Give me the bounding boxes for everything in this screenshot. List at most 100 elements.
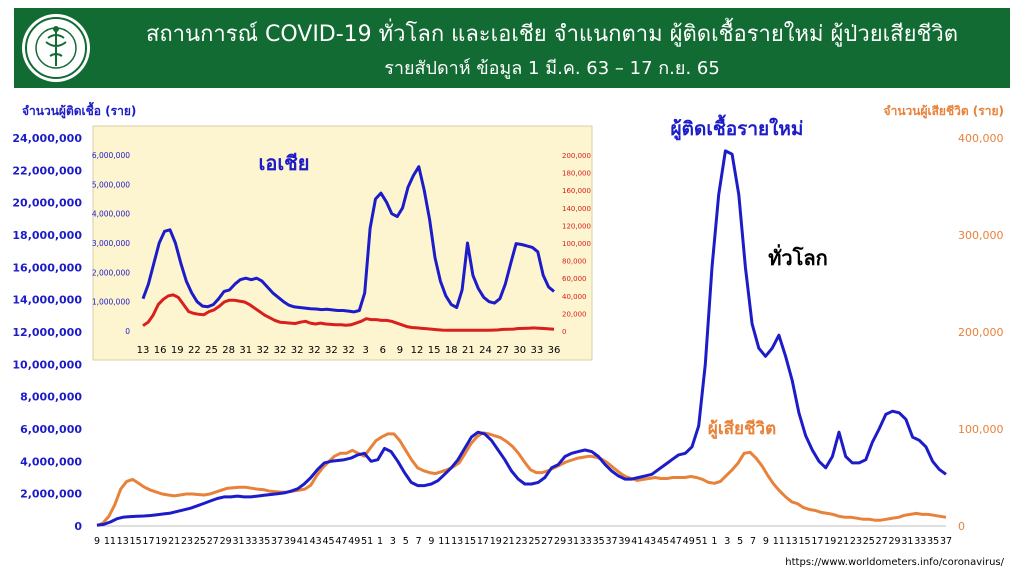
x-tick-label: 29 — [554, 536, 566, 547]
x-tick-label: 33 — [580, 536, 592, 547]
left-axis-label: จำนวนผู้ติดเชื้อ (ราย) — [22, 101, 136, 119]
y-left-tick-label: 8,000,000 — [20, 391, 82, 404]
world-annotation: ทั่วโลก — [768, 243, 828, 270]
x-tick-label: 3 — [724, 536, 730, 547]
x-tick-label: 15 — [464, 536, 476, 547]
asia-y-right-tick-label: 120,000 — [562, 222, 591, 230]
y-left-tick-label: 24,000,000 — [12, 132, 82, 145]
y-left-tick-label: 22,000,000 — [12, 164, 82, 177]
x-tick-label: 35 — [593, 536, 605, 547]
x-tick-label: 29 — [888, 536, 900, 547]
x-tick-label: 37 — [271, 536, 283, 547]
x-tick-label: 49 — [348, 536, 360, 547]
x-tick-label: 47 — [335, 536, 347, 547]
asia-x-tick-label: 18 — [445, 345, 458, 356]
x-tick-label: 31 — [901, 536, 913, 547]
x-tick-label: 49 — [683, 536, 695, 547]
y-right-tick-label: 100,000 — [958, 423, 1004, 436]
asia-y-right-tick-label: 20,000 — [562, 310, 587, 318]
source-url: https://www.worldometers.info/coronaviru… — [785, 557, 1004, 568]
x-tick-label: 13 — [786, 536, 798, 547]
x-tick-label: 47 — [670, 536, 682, 547]
x-tick-label: 1 — [377, 536, 383, 547]
page-title: สถานการณ์ COVID-19 ทั่วโลก และเอเชีย จำแ… — [145, 22, 959, 47]
asia-y-left-tick-label: 3,000,000 — [92, 239, 130, 248]
asia-y-right-tick-label: 140,000 — [562, 205, 591, 213]
x-tick-label: 43 — [644, 536, 656, 547]
x-tick-label: 23 — [515, 536, 527, 547]
asia-cases-line — [141, 165, 555, 314]
x-tick-label: 31 — [232, 536, 244, 547]
world-cases-line — [96, 149, 947, 527]
x-tick-label: 21 — [837, 536, 849, 547]
asia-x-tick-label: 24 — [479, 345, 492, 356]
asia-y-right-tick-label: 60,000 — [562, 275, 587, 283]
x-tick-label: 21 — [503, 536, 515, 547]
y-left-tick-label: 20,000,000 — [12, 197, 82, 210]
asia-annotation: เอเชีย — [259, 151, 310, 175]
y-left-tick-label: 0 — [74, 520, 82, 533]
x-tick-label: 29 — [220, 536, 232, 547]
x-tick-label: 35 — [927, 536, 939, 547]
asia-x-tick-label: 22 — [188, 345, 201, 356]
header-banner: สถานการณ์ COVID-19 ทั่วโลก และเอเชีย จำแ… — [14, 8, 1010, 88]
asia-x-tick-label: 27 — [496, 345, 509, 356]
x-tick-label: 21 — [168, 536, 180, 547]
y-left-tick-label: 4,000,000 — [20, 455, 82, 468]
x-tick-label: 3 — [390, 536, 396, 547]
asia-x-tick-label: 32 — [308, 345, 321, 356]
asia-chart: 6,000,000 5,000,000 4,000,000 3,000,000 2,00… — [92, 151, 591, 356]
asia-x-tick-label: 31 — [239, 345, 252, 356]
x-tick-label: 39 — [284, 536, 296, 547]
x-tick-label: 9 — [428, 536, 434, 547]
asia-x-tick-label: 13 — [137, 345, 150, 356]
x-tick-label: 11 — [104, 536, 116, 547]
x-tick-label: 23 — [850, 536, 862, 547]
page-subtitle: รายสัปดาห์ ข้อมูล 1 มี.ค. 63 – 17 ก.ย. 6… — [384, 58, 720, 79]
x-tick-label: 7 — [416, 536, 422, 547]
asia-y-left-tick-label: 1,000,000 — [92, 298, 130, 307]
y-left-tick-label: 6,000,000 — [20, 423, 82, 436]
asia-x-tick-label: 32 — [342, 345, 355, 356]
x-tick-label: 43 — [310, 536, 322, 547]
asia-x-tick-label: 30 — [513, 345, 526, 356]
asia-x-tick-label: 25 — [205, 345, 218, 356]
x-tick-label: 27 — [541, 536, 553, 547]
asia-x-tick-label: 6 — [380, 345, 386, 356]
x-tick-label: 33 — [245, 536, 257, 547]
ministry-seal-icon — [22, 14, 90, 82]
x-tick-label: 11 — [773, 536, 785, 547]
asia-y-right-tick-label: 180,000 — [562, 170, 591, 178]
x-tick-label: 17 — [477, 536, 489, 547]
x-tick-label: 27 — [876, 536, 888, 547]
asia-y-left-tick-label: 5,000,000 — [92, 180, 130, 189]
y-right-tick-label: 400,000 — [958, 132, 1004, 145]
asia-x-tick-label: 21 — [462, 345, 475, 356]
asia-x-tick-label: 32 — [257, 345, 270, 356]
deaths-annotation: ผู้เสียชีวิต — [708, 418, 776, 440]
y-right-tick-label: 200,000 — [958, 326, 1004, 339]
asia-x-tick-label: 32 — [325, 345, 338, 356]
asia-y-right-tick-label: 160,000 — [562, 187, 591, 195]
asia-x-tick-label: 28 — [222, 345, 235, 356]
x-tick-label: 11 — [438, 536, 450, 547]
asia-x-tick-label: 16 — [154, 345, 167, 356]
asia-y-left-tick-label: 6,000,000 — [92, 151, 130, 160]
x-tick-label: 31 — [567, 536, 579, 547]
asia-x-tick-label: 32 — [274, 345, 287, 356]
x-tick-label: 13 — [117, 536, 129, 547]
asia-y-right-tick-label: 0 — [562, 328, 566, 336]
x-tick-label: 25 — [528, 536, 540, 547]
x-tick-label: 15 — [798, 536, 810, 547]
world-chart: 24,000,000 22,000,000 20,000,000 1 8,000,000… — [12, 132, 1003, 547]
asia-deaths-line — [142, 293, 555, 332]
y-left-tick-label: 16,000,000 — [12, 261, 82, 274]
asia-x-tick-label: 36 — [548, 345, 561, 356]
x-tick-label: 39 — [618, 536, 630, 547]
x-tick-label: 5 — [737, 536, 743, 547]
x-tick-label: 45 — [657, 536, 669, 547]
asia-x-tick-label: 12 — [411, 345, 424, 356]
x-tick-label: 7 — [750, 536, 756, 547]
y-right-tick-label: 300,000 — [958, 229, 1004, 242]
